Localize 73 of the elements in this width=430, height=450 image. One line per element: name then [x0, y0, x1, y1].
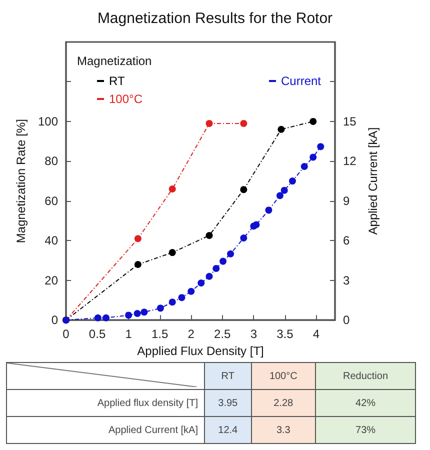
- y-tick-label: 20: [44, 273, 58, 288]
- point: [206, 120, 213, 127]
- x-tick-label: 3: [250, 327, 258, 342]
- point: [280, 186, 288, 194]
- text: Reduction: [316, 362, 416, 390]
- x-tick-label: 1.5: [151, 327, 168, 342]
- text: 42%: [316, 390, 416, 416]
- y-tick-label: 100: [38, 114, 58, 128]
- text: Applied Current [kA]: [6, 416, 204, 444]
- point: [240, 120, 248, 127]
- y2-tick-label: 12: [343, 154, 357, 168]
- legend-title: Magnetization: [77, 54, 152, 68]
- text: 12.4: [204, 416, 252, 444]
- y-axis-title: Magnetization Rate [%]: [14, 119, 28, 244]
- y2-tick-label: 9: [343, 194, 350, 208]
- point: [178, 294, 186, 302]
- legend-label: Current: [280, 74, 322, 88]
- point: [265, 206, 272, 214]
- point: [220, 258, 227, 265]
- point: [227, 250, 234, 258]
- point: [240, 186, 248, 194]
- y-tick-label: 0: [51, 313, 58, 328]
- point: [168, 185, 176, 192]
- text: Applied flux density [T]: [6, 390, 204, 416]
- text: 73%: [316, 416, 416, 444]
- text: 100°C: [251, 362, 316, 390]
- x-axis-title: Applied Flux Density [T]: [137, 344, 264, 358]
- x-tick-label: 2.5: [214, 327, 232, 342]
- chart-title: Magnetization Results for the Rotor: [97, 10, 333, 27]
- x-tick-label: 0.5: [88, 327, 106, 342]
- text: 3.95: [204, 390, 252, 416]
- y-tick-label: 80: [44, 154, 58, 168]
- y-tick-label: 40: [44, 234, 58, 248]
- point: [140, 308, 148, 316]
- y2-tick-label: 15: [343, 114, 357, 128]
- point: [134, 260, 142, 268]
- point: [168, 249, 176, 256]
- text: RT: [204, 362, 252, 390]
- point: [317, 143, 324, 150]
- y-tick-label: 60: [44, 194, 58, 208]
- point: [102, 314, 110, 322]
- text: 2.28: [251, 390, 316, 416]
- point: [168, 298, 176, 306]
- point: [252, 221, 260, 228]
- legend-label: RT: [109, 74, 126, 88]
- x-tick-label: 1: [125, 327, 132, 342]
- point: [276, 192, 284, 200]
- point: [206, 232, 213, 239]
- x-tick-label: 2: [188, 327, 195, 342]
- x-tick-label: 3.5: [276, 327, 294, 342]
- legend-label: 100°C: [109, 92, 143, 106]
- point: [278, 126, 285, 133]
- y2-tick-label: 0: [343, 313, 350, 328]
- text: 3.3: [251, 416, 316, 444]
- y2-tick-label: 6: [343, 234, 350, 248]
- point: [134, 310, 141, 317]
- point: [206, 272, 213, 280]
- x-tick-label: 4: [312, 327, 320, 342]
- point: [300, 162, 308, 170]
- point: [125, 312, 132, 319]
- y2-axis-title: Applied Current [kA]: [366, 127, 380, 235]
- point: [240, 234, 248, 242]
- y2-tick-label: 3: [343, 273, 350, 288]
- point: [288, 178, 296, 185]
- point: [310, 154, 317, 161]
- point: [156, 304, 164, 312]
- point: [310, 118, 317, 125]
- x-tick-label: 0: [62, 327, 70, 342]
- point: [198, 280, 205, 287]
- point: [94, 314, 102, 322]
- point: [188, 288, 195, 295]
- point: [212, 264, 220, 272]
- point: [134, 235, 142, 242]
